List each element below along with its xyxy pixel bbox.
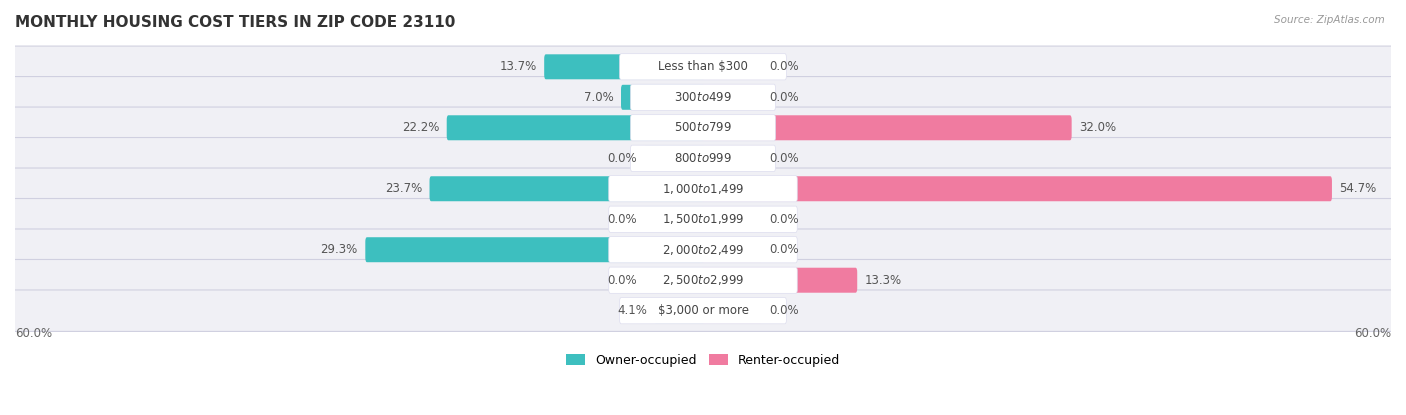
- FancyBboxPatch shape: [702, 207, 762, 232]
- FancyBboxPatch shape: [6, 46, 1400, 88]
- Text: MONTHLY HOUSING COST TIERS IN ZIP CODE 23110: MONTHLY HOUSING COST TIERS IN ZIP CODE 2…: [15, 15, 456, 30]
- Text: 13.7%: 13.7%: [499, 60, 537, 73]
- FancyBboxPatch shape: [6, 198, 1400, 240]
- FancyBboxPatch shape: [6, 168, 1400, 210]
- FancyBboxPatch shape: [6, 229, 1400, 271]
- Text: 0.0%: 0.0%: [769, 60, 799, 73]
- FancyBboxPatch shape: [630, 115, 776, 141]
- FancyBboxPatch shape: [609, 206, 797, 232]
- FancyBboxPatch shape: [620, 298, 786, 324]
- FancyBboxPatch shape: [702, 54, 762, 79]
- Text: 13.3%: 13.3%: [865, 274, 901, 287]
- FancyBboxPatch shape: [366, 237, 704, 262]
- FancyBboxPatch shape: [447, 115, 704, 140]
- Text: 0.0%: 0.0%: [607, 274, 637, 287]
- FancyBboxPatch shape: [621, 85, 704, 110]
- Text: 0.0%: 0.0%: [607, 213, 637, 226]
- FancyBboxPatch shape: [6, 107, 1400, 149]
- FancyBboxPatch shape: [429, 176, 704, 201]
- FancyBboxPatch shape: [702, 115, 1071, 140]
- FancyBboxPatch shape: [544, 54, 704, 79]
- Text: 0.0%: 0.0%: [607, 152, 637, 165]
- FancyBboxPatch shape: [6, 290, 1400, 332]
- FancyBboxPatch shape: [644, 268, 704, 293]
- FancyBboxPatch shape: [702, 298, 762, 323]
- Text: $500 to $799: $500 to $799: [673, 121, 733, 134]
- FancyBboxPatch shape: [609, 267, 797, 293]
- FancyBboxPatch shape: [6, 137, 1400, 179]
- Text: 7.0%: 7.0%: [583, 91, 613, 104]
- Text: Less than $300: Less than $300: [658, 60, 748, 73]
- Text: $2,000 to $2,499: $2,000 to $2,499: [662, 243, 744, 257]
- Text: 0.0%: 0.0%: [769, 243, 799, 256]
- Text: $1,000 to $1,499: $1,000 to $1,499: [662, 182, 744, 196]
- FancyBboxPatch shape: [644, 146, 704, 171]
- Text: 4.1%: 4.1%: [617, 304, 647, 317]
- FancyBboxPatch shape: [630, 84, 776, 110]
- Text: 0.0%: 0.0%: [769, 304, 799, 317]
- Text: 0.0%: 0.0%: [769, 91, 799, 104]
- FancyBboxPatch shape: [654, 298, 704, 323]
- Text: 29.3%: 29.3%: [321, 243, 359, 256]
- Text: 60.0%: 60.0%: [1354, 327, 1391, 340]
- Text: $1,500 to $1,999: $1,500 to $1,999: [662, 212, 744, 226]
- Text: 60.0%: 60.0%: [15, 327, 52, 340]
- Text: 22.2%: 22.2%: [402, 121, 439, 134]
- Text: $800 to $999: $800 to $999: [673, 152, 733, 165]
- Text: 0.0%: 0.0%: [769, 213, 799, 226]
- FancyBboxPatch shape: [620, 54, 786, 80]
- Text: $300 to $499: $300 to $499: [673, 91, 733, 104]
- FancyBboxPatch shape: [702, 146, 762, 171]
- FancyBboxPatch shape: [630, 145, 776, 171]
- Text: 32.0%: 32.0%: [1080, 121, 1116, 134]
- Text: Source: ZipAtlas.com: Source: ZipAtlas.com: [1274, 15, 1385, 24]
- Text: $2,500 to $2,999: $2,500 to $2,999: [662, 273, 744, 287]
- FancyBboxPatch shape: [644, 207, 704, 232]
- FancyBboxPatch shape: [702, 85, 762, 110]
- Text: 54.7%: 54.7%: [1340, 182, 1376, 195]
- FancyBboxPatch shape: [6, 76, 1400, 118]
- Text: 0.0%: 0.0%: [769, 152, 799, 165]
- FancyBboxPatch shape: [609, 176, 797, 202]
- FancyBboxPatch shape: [702, 268, 858, 293]
- FancyBboxPatch shape: [702, 237, 762, 262]
- FancyBboxPatch shape: [6, 259, 1400, 301]
- Text: $3,000 or more: $3,000 or more: [658, 304, 748, 317]
- FancyBboxPatch shape: [609, 237, 797, 263]
- Legend: Owner-occupied, Renter-occupied: Owner-occupied, Renter-occupied: [561, 349, 845, 372]
- Text: 23.7%: 23.7%: [385, 182, 422, 195]
- FancyBboxPatch shape: [702, 176, 1331, 201]
